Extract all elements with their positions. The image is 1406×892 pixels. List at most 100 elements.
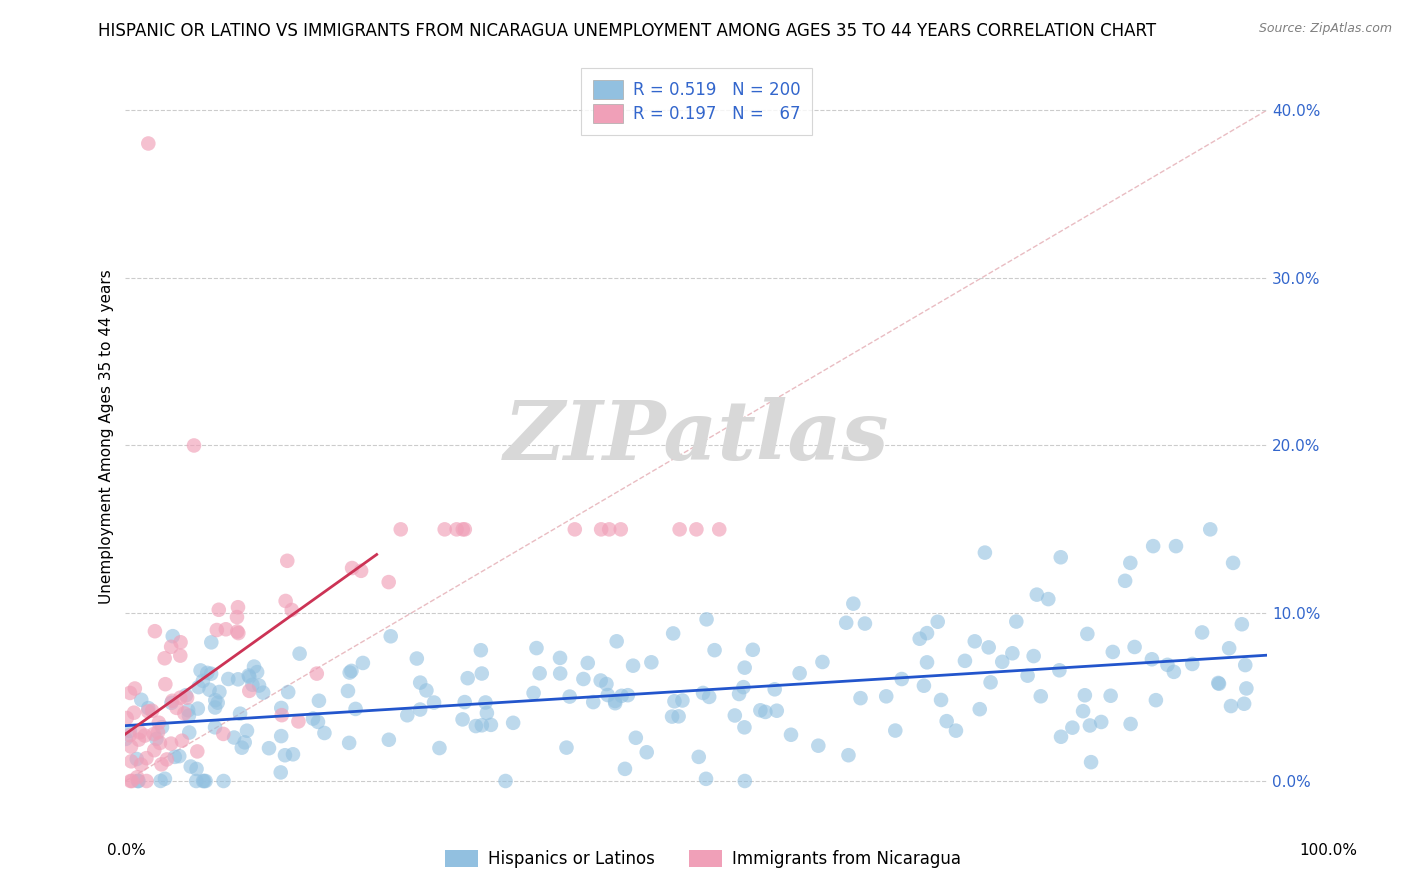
Point xyxy=(811,655,834,669)
Point xyxy=(555,740,578,755)
Point xyxy=(433,522,456,536)
Point xyxy=(122,706,145,720)
Point xyxy=(1230,617,1253,632)
Point xyxy=(129,757,152,772)
Point xyxy=(927,615,949,629)
Point xyxy=(1090,714,1112,729)
Legend: R = 0.519   N = 200, R = 0.197   N =   67: R = 0.519 N = 200, R = 0.197 N = 67 xyxy=(581,68,811,135)
Point xyxy=(155,677,177,691)
Point xyxy=(884,723,907,738)
Point xyxy=(377,575,399,590)
Point xyxy=(179,725,201,739)
Point xyxy=(176,690,198,705)
Point xyxy=(1233,697,1256,711)
Point xyxy=(1142,539,1164,553)
Point xyxy=(977,640,1000,655)
Point xyxy=(170,733,193,747)
Point xyxy=(1220,699,1243,714)
Point xyxy=(337,736,360,750)
Point xyxy=(688,750,710,764)
Point xyxy=(475,706,498,720)
Point xyxy=(174,688,197,702)
Point xyxy=(621,658,644,673)
Point xyxy=(195,665,218,680)
Point xyxy=(734,774,756,789)
Point xyxy=(526,641,548,656)
Point xyxy=(186,774,208,789)
Point xyxy=(1099,689,1122,703)
Point xyxy=(200,666,222,681)
Point xyxy=(180,759,202,773)
Point xyxy=(754,705,776,719)
Text: 0.0%: 0.0% xyxy=(107,843,146,858)
Point xyxy=(160,640,183,654)
Point xyxy=(576,656,599,670)
Point xyxy=(121,774,143,789)
Point xyxy=(145,731,167,746)
Point xyxy=(1181,657,1204,671)
Point xyxy=(953,654,976,668)
Point xyxy=(929,693,952,707)
Point xyxy=(281,603,304,617)
Point xyxy=(238,684,260,698)
Point xyxy=(763,682,786,697)
Point xyxy=(969,702,991,716)
Point xyxy=(217,672,239,686)
Point xyxy=(1071,704,1094,718)
Point xyxy=(1208,677,1230,691)
Point xyxy=(548,651,571,665)
Point xyxy=(160,696,183,710)
Point xyxy=(246,665,269,679)
Point xyxy=(148,715,170,730)
Point xyxy=(378,732,401,747)
Point xyxy=(1062,721,1084,735)
Point xyxy=(233,735,256,749)
Point xyxy=(287,714,309,729)
Point xyxy=(1074,688,1097,702)
Point xyxy=(128,774,150,789)
Point xyxy=(842,597,865,611)
Point xyxy=(207,696,229,710)
Point xyxy=(617,688,640,702)
Point xyxy=(474,696,496,710)
Point xyxy=(1222,556,1244,570)
Point xyxy=(128,732,150,747)
Point xyxy=(243,659,266,673)
Point xyxy=(212,774,235,789)
Point xyxy=(973,546,995,560)
Point xyxy=(396,708,419,723)
Point xyxy=(339,665,361,680)
Point xyxy=(350,564,373,578)
Point xyxy=(187,680,209,694)
Point xyxy=(186,762,208,776)
Point xyxy=(685,522,707,536)
Point xyxy=(709,522,731,536)
Point xyxy=(190,664,212,678)
Point xyxy=(1050,730,1073,744)
Point xyxy=(307,714,329,729)
Point xyxy=(464,719,486,733)
Point xyxy=(613,762,636,776)
Point xyxy=(134,729,156,743)
Point xyxy=(668,709,690,723)
Point xyxy=(153,772,176,786)
Point xyxy=(166,701,188,715)
Point xyxy=(915,626,938,640)
Point xyxy=(226,600,249,615)
Point xyxy=(274,748,297,763)
Point xyxy=(308,694,330,708)
Point xyxy=(935,714,957,728)
Point xyxy=(446,522,468,536)
Point xyxy=(548,666,571,681)
Point xyxy=(194,774,217,789)
Point xyxy=(1234,681,1257,696)
Point xyxy=(1123,640,1146,654)
Point xyxy=(277,685,299,699)
Point xyxy=(1191,625,1213,640)
Point xyxy=(380,629,402,643)
Point xyxy=(451,522,474,536)
Point xyxy=(728,687,751,701)
Point xyxy=(177,703,200,717)
Point xyxy=(853,616,876,631)
Point xyxy=(1206,676,1229,690)
